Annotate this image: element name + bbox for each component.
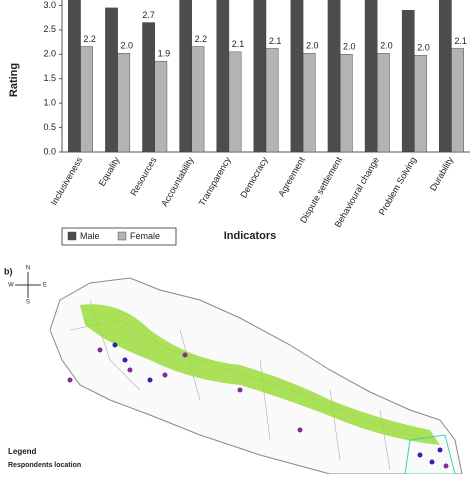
data-label: 2.1 — [232, 39, 245, 49]
dot — [122, 357, 128, 363]
bar — [377, 53, 390, 152]
x-tick-label: Accountability — [159, 155, 196, 209]
bar — [142, 22, 155, 152]
bar — [68, 0, 81, 152]
x-tick-label: Agreement — [276, 155, 307, 199]
y-axis-label: Rating — [8, 63, 20, 97]
dot — [443, 463, 449, 469]
bar — [117, 53, 131, 152]
x-tick-label: Problem Solving — [377, 155, 418, 217]
x-tick-label: Inclusiveness — [49, 155, 85, 207]
bar — [401, 10, 415, 152]
bar — [364, 0, 378, 152]
dot — [182, 352, 188, 358]
data-label: 2.7 — [142, 10, 155, 20]
data-label: 2.0 — [380, 41, 393, 51]
y-tick-label: 3.0 — [43, 0, 56, 10]
data-label: 2.0 — [343, 42, 356, 52]
x-tick-label: Durability — [428, 155, 456, 193]
data-label: 2.2 — [195, 34, 208, 44]
legend-swatch — [117, 231, 127, 241]
legend-label: Male — [80, 231, 100, 241]
compass-n: N — [26, 266, 30, 272]
data-label: 2.1 — [454, 36, 467, 46]
dot — [437, 447, 443, 453]
legend-label: Female — [130, 231, 160, 241]
data-label: 1.9 — [158, 49, 171, 59]
y-tick-label: 0.0 — [43, 146, 56, 156]
map: b) N E S W Legend Respondents location — [4, 266, 463, 475]
data-label: 2.0 — [306, 41, 319, 51]
bar — [179, 0, 193, 152]
dot — [127, 367, 133, 373]
bar — [216, 0, 230, 152]
bars — [68, 0, 464, 152]
bar — [302, 53, 316, 152]
bar — [414, 55, 427, 152]
map-legend-subtitle: Respondents location — [8, 462, 81, 469]
x-tick-label: Equality — [97, 155, 122, 188]
respondent-dots — [67, 342, 449, 469]
dot — [237, 387, 243, 393]
dot — [67, 377, 73, 383]
bar — [228, 51, 242, 152]
dot — [417, 452, 423, 458]
bar — [439, 0, 452, 152]
bar — [290, 0, 304, 152]
bar — [154, 60, 168, 152]
y-tick-label: 1.0 — [43, 98, 56, 108]
compass-w: W — [8, 283, 14, 289]
bar — [80, 46, 93, 152]
dot — [112, 342, 118, 348]
y-tick-label: 2.0 — [43, 49, 56, 59]
map-legend-title: Legend — [8, 447, 37, 456]
x-tick-label: Democracy — [238, 155, 270, 200]
bar — [191, 46, 205, 152]
compass-s: S — [26, 300, 30, 306]
bar — [253, 0, 267, 152]
bar — [105, 7, 118, 152]
legend-swatch — [67, 231, 77, 241]
dot — [429, 459, 435, 465]
bar — [327, 0, 341, 152]
forest-area — [80, 304, 440, 445]
x-axis-label: Indicators — [224, 230, 277, 242]
data-label: 2.0 — [417, 43, 430, 53]
x-tick-label: Transparency — [197, 155, 233, 208]
dot — [97, 347, 103, 353]
y-tick-label: 1.5 — [43, 73, 56, 83]
y-tick-label: 0.5 — [43, 122, 56, 132]
bar — [339, 54, 353, 152]
dot — [297, 427, 303, 433]
dot — [147, 377, 153, 383]
compass-e: E — [43, 283, 47, 289]
data-label: 2.2 — [83, 34, 96, 44]
panel-label: b) — [4, 266, 13, 276]
x-tick-label: Resources — [128, 155, 158, 198]
data-label: 2.1 — [269, 36, 282, 46]
dot — [162, 372, 168, 378]
bar — [451, 48, 464, 152]
data-label: 2.0 — [120, 41, 133, 51]
bar — [265, 48, 279, 152]
y-tick-label: 2.5 — [43, 24, 56, 34]
